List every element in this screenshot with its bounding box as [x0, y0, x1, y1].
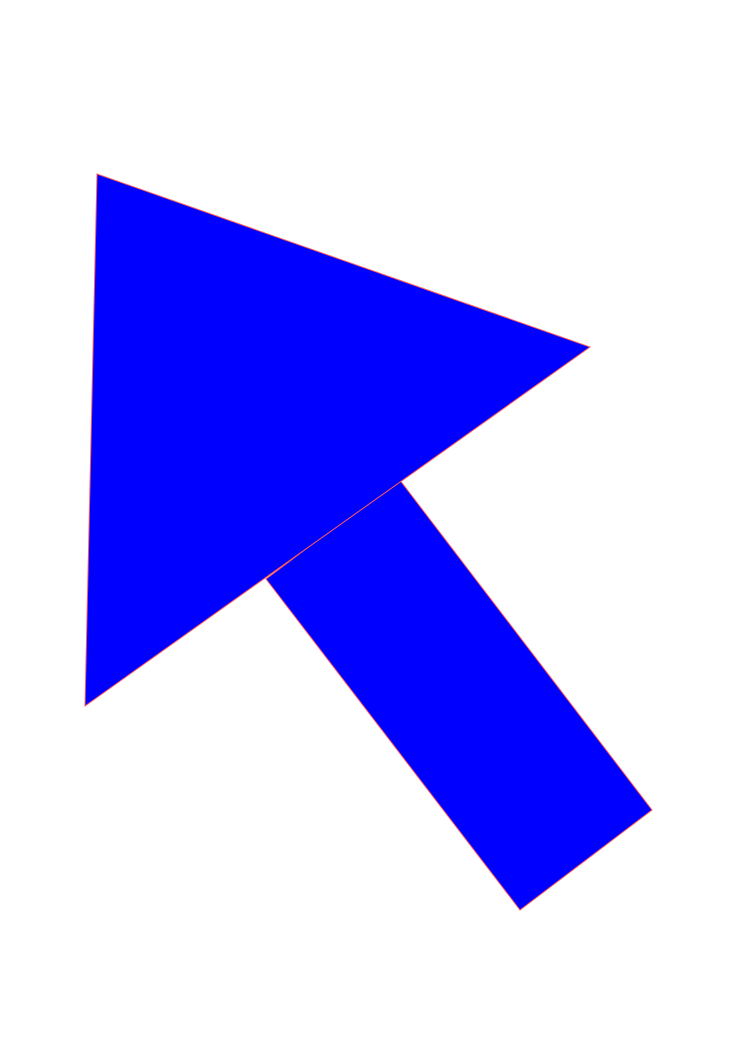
arrow-head — [84, 173, 592, 707]
arrow — [84, 173, 653, 911]
